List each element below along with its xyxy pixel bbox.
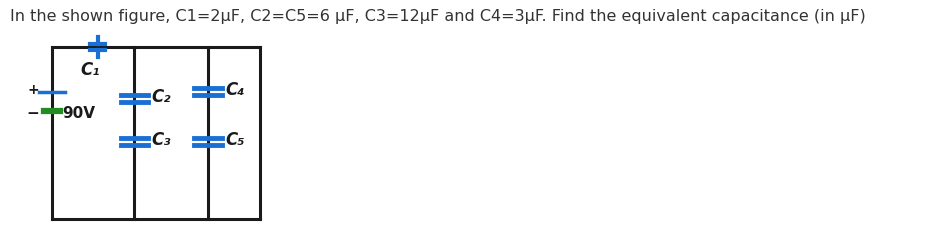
Text: +: + bbox=[27, 83, 39, 97]
Text: C₁: C₁ bbox=[81, 61, 100, 79]
Text: 90V: 90V bbox=[63, 106, 95, 121]
Text: In the shown figure, C1=2μF, C2=C5=6 μF, C3=12μF and C4=3μF. Find the equivalent: In the shown figure, C1=2μF, C2=C5=6 μF,… bbox=[10, 9, 865, 24]
Text: C₄: C₄ bbox=[226, 81, 245, 99]
Text: −: − bbox=[27, 105, 39, 121]
Text: C₃: C₃ bbox=[151, 131, 171, 149]
Text: C₂: C₂ bbox=[151, 88, 171, 106]
Text: C₅: C₅ bbox=[226, 131, 245, 149]
